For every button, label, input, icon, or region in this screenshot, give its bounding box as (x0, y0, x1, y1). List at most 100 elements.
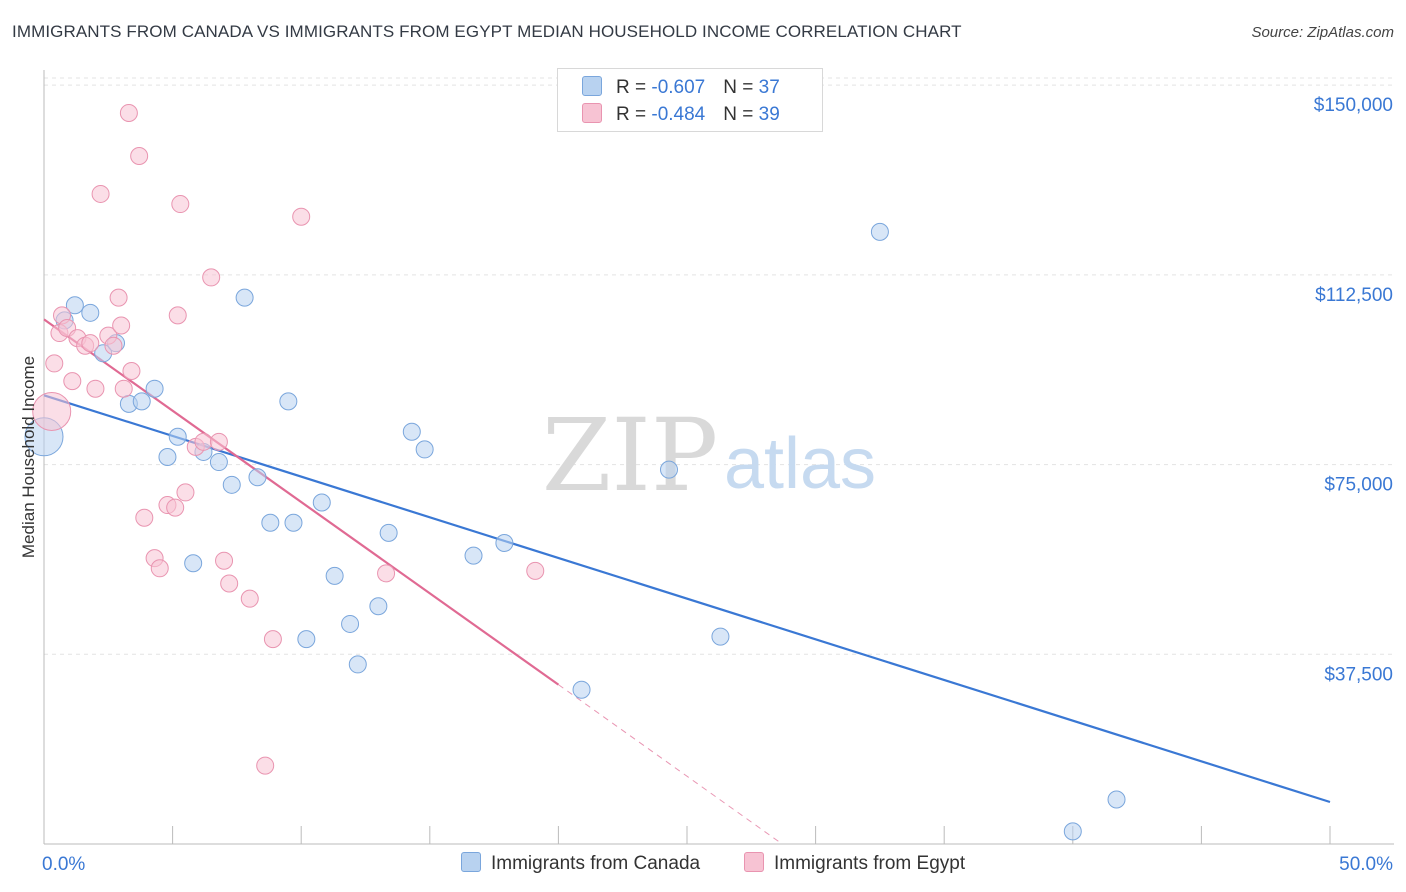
canada-point (132, 392, 151, 411)
egypt-trend-line-extension (558, 684, 783, 845)
legend-r-value: -0.607 (651, 77, 706, 98)
egypt-point (86, 379, 105, 398)
chart-title: IMMIGRANTS FROM CANADA VS IMMIGRANTS FRO… (12, 22, 962, 41)
egypt-point (112, 316, 131, 335)
egypt-point (526, 561, 545, 580)
canada-point (222, 475, 241, 494)
canada-point (312, 493, 331, 512)
canada-point (81, 303, 100, 322)
canada-point (209, 453, 228, 472)
trend-layer (43, 318, 1331, 845)
legend-n-label: N = (723, 104, 759, 125)
canada-point (261, 513, 280, 532)
watermark: ZIP atlas (542, 397, 876, 514)
canada-point (184, 554, 203, 573)
egypt-point (377, 564, 396, 583)
egypt-point (130, 147, 149, 165)
egypt-point (63, 372, 82, 391)
egypt-point (104, 336, 123, 355)
canada-point (402, 422, 421, 441)
egypt-point (256, 756, 275, 775)
x-tick-label-max: 50.0% (1339, 854, 1393, 875)
legend-n-value: 39 (758, 104, 780, 125)
canada-point (464, 546, 483, 565)
egypt-swatch (582, 103, 602, 123)
bottom-legend-canada-label: Immigrants from Canada (491, 853, 701, 874)
y-tick-label: $75,000 (1324, 475, 1393, 496)
egypt-point (91, 184, 110, 203)
canada-point (369, 597, 388, 616)
canada-point (659, 460, 678, 479)
egypt-swatch (744, 852, 764, 872)
canada-point (65, 296, 84, 315)
x-tick-label-min: 0.0% (42, 854, 85, 875)
canada-point (158, 448, 177, 466)
egypt-point (119, 104, 138, 122)
egypt-trend-line (43, 318, 560, 686)
egypt-point (240, 589, 259, 608)
egypt-point (114, 379, 133, 398)
canada-point (297, 630, 316, 649)
source-label: Source: ZipAtlas.com (1251, 24, 1394, 41)
y-tick-label: $112,500 (1315, 285, 1393, 306)
y-tick-label: $37,500 (1324, 664, 1393, 685)
canada-swatch (461, 852, 481, 872)
canada-point (495, 534, 514, 552)
canada-point (711, 627, 730, 646)
egypt-point (263, 630, 282, 649)
egypt-point (122, 362, 141, 380)
egypt-point (292, 207, 311, 226)
correlation-legend: R = -0.607 N = 37 R = -0.484 N = 39 (557, 68, 823, 132)
legend-row-egypt: R = -0.484 N = 39 (582, 103, 780, 126)
egypt-point (135, 508, 154, 527)
canada-point (235, 288, 254, 307)
legend-r-label: R = (616, 104, 652, 125)
canada-point (168, 427, 187, 446)
y-tick-label: $150,000 (1314, 95, 1393, 116)
canada-point (145, 379, 164, 398)
bottom-legend-canada: Immigrants from Canada (461, 852, 700, 875)
bottom-legend-egypt-label: Immigrants from Egypt (774, 853, 966, 874)
canada-point (348, 655, 367, 674)
egypt-point (194, 432, 213, 451)
point-layer (24, 104, 1126, 841)
watermark-zip: ZIP (542, 397, 718, 514)
canada-trend-line (43, 394, 1331, 804)
egypt-point (209, 432, 228, 451)
egypt-point (171, 195, 190, 214)
legend-n-value: 37 (758, 77, 780, 98)
canada-swatch (582, 76, 602, 96)
y-axis-label: Median Household Income (19, 356, 38, 558)
grid-layer (44, 77, 1394, 655)
canada-point (572, 680, 591, 699)
axis-layer: $37,500 $75,000 $112,500 $150,000 0.0% 50.0% (42, 70, 1394, 875)
canada-point (1063, 822, 1082, 841)
canada-point (415, 440, 434, 459)
canada-point (870, 222, 889, 241)
legend-row-canada: R = -0.607 N = 37 (582, 76, 780, 99)
watermark-atlas: atlas (724, 424, 876, 504)
egypt-point (176, 483, 195, 502)
egypt-point (166, 498, 185, 517)
canada-point (248, 468, 267, 487)
egypt-point (202, 268, 221, 287)
canada-point (1107, 790, 1126, 809)
legend-r-label: R = (616, 77, 652, 98)
legend-n-label: N = (723, 77, 759, 98)
canada-point (284, 513, 303, 532)
canada-point (379, 523, 398, 542)
egypt-point (150, 559, 169, 578)
canada-point (279, 392, 298, 411)
egypt-point (215, 551, 234, 570)
canada-point (325, 566, 344, 585)
bottom-legend-egypt: Immigrants from Egypt (744, 852, 965, 875)
legend-r-value: -0.484 (651, 104, 706, 125)
canada-point (341, 614, 360, 633)
egypt-point (109, 288, 128, 307)
egypt-point (81, 334, 100, 353)
egypt-point (220, 574, 239, 593)
egypt-point (45, 354, 64, 373)
egypt-point (32, 391, 72, 431)
egypt-point (168, 306, 187, 325)
